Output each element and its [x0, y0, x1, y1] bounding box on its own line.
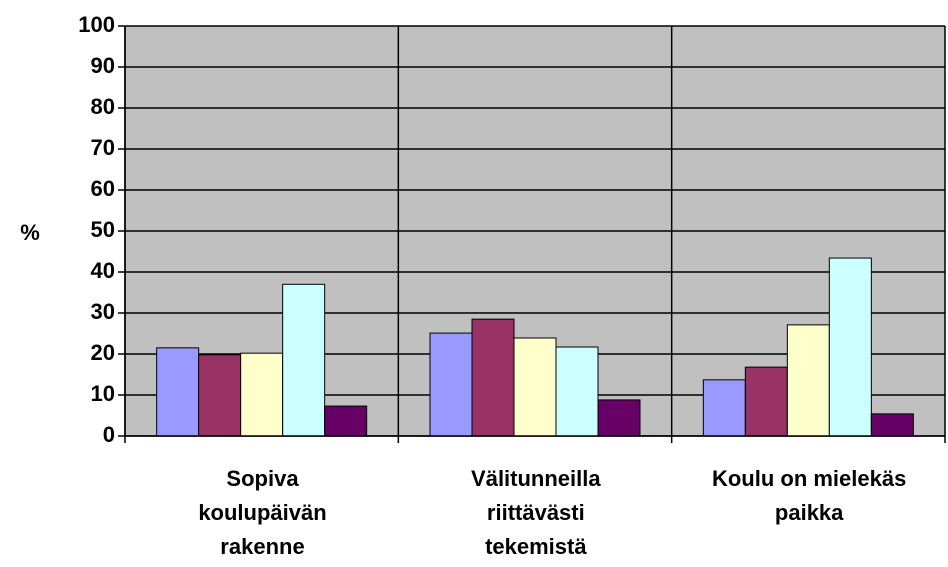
- y-tick-label: 50: [91, 217, 115, 242]
- bar: [597, 399, 641, 437]
- bar: [429, 332, 473, 437]
- y-tick-label: 90: [91, 53, 115, 78]
- bar: [240, 352, 284, 437]
- y-tick-label: 40: [91, 258, 115, 283]
- y-tick-label: 80: [91, 94, 115, 119]
- y-tick-label: 70: [91, 135, 115, 160]
- bar: [786, 324, 830, 437]
- y-tick-label: 10: [91, 381, 115, 406]
- y-tick-label: 30: [91, 299, 115, 324]
- bar: [156, 347, 200, 437]
- x-tick-label: Koulu on mielekäs paikka: [711, 466, 907, 525]
- bar: [555, 346, 599, 437]
- bar: [702, 379, 746, 437]
- bar: [471, 318, 515, 437]
- bar: [324, 405, 368, 437]
- x-tick-label: Välitunneilla riittävästi tekemistä: [471, 466, 601, 559]
- bar: [198, 354, 242, 437]
- y-tick-label: 60: [91, 176, 115, 201]
- bar: [513, 337, 557, 437]
- x-tick-label: Sopiva koulupäivän rakenne: [198, 466, 327, 559]
- bar: [282, 283, 326, 437]
- y-axis-label: %: [20, 220, 40, 245]
- y-tick-label: 100: [78, 12, 115, 37]
- bar: [744, 366, 788, 437]
- y-tick-label: 20: [91, 340, 115, 365]
- bar: [870, 413, 914, 437]
- y-tick-label: 0: [103, 422, 115, 447]
- bar: [828, 257, 872, 437]
